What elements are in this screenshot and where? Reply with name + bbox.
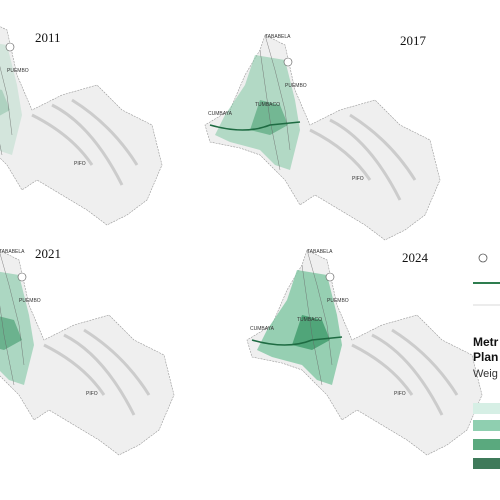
- map-panel: TABABELA PUEMBO PIFO: [0, 249, 175, 456]
- place-label: PIFO: [352, 176, 364, 182]
- place-label: TUMBACO: [297, 317, 322, 323]
- map-panel: PUEMBO PIFO: [0, 19, 163, 226]
- legend-title: Plan: [473, 350, 498, 364]
- place-label: TABABELA: [307, 249, 333, 255]
- legend-swatch: [473, 403, 500, 414]
- year-label: 2021: [35, 246, 61, 261]
- roads: [0, 252, 25, 386]
- year-label: 2017: [400, 33, 427, 48]
- place-label: PIFO: [74, 161, 86, 167]
- terrain: [0, 19, 163, 226]
- legend-title: Metr: [473, 335, 499, 349]
- place-label: TABABELA: [0, 249, 25, 255]
- legend-swatch: [473, 458, 500, 469]
- legend: Metr Plan Weig: [473, 253, 500, 469]
- urban-core: [0, 89, 10, 116]
- airport-icon: [325, 272, 335, 282]
- place-label: PUEMBO: [7, 68, 29, 74]
- metro-line: [209, 121, 301, 131]
- ridges: [43, 328, 151, 416]
- ridges: [309, 113, 417, 201]
- roads: [259, 34, 291, 171]
- place-label: TABABELA: [265, 34, 291, 40]
- roads: [0, 66, 13, 156]
- place-label: PUEMBO: [285, 83, 307, 89]
- airport-icon: [17, 272, 27, 282]
- place-label: CUMBAYA: [250, 326, 275, 332]
- year-label: 2011: [35, 30, 61, 45]
- legend-swatch: [473, 420, 500, 431]
- ridges: [351, 328, 459, 416]
- ridges: [31, 98, 139, 186]
- urban-core: [292, 315, 330, 350]
- legend-subtitle: Weig: [473, 368, 498, 380]
- place-label: PIFO: [86, 391, 98, 397]
- urban-area: [0, 43, 22, 155]
- map-panel: TABABELA PUEMBO TUMBACO CUMBAYA PIFO: [246, 249, 483, 456]
- panels: PUEMBO PIFO TABABELA PUEMBO TUMBACO CUMBAYA PI…: [0, 19, 483, 456]
- place-label: PIFO: [394, 391, 406, 397]
- map-panel: TABABELA PUEMBO TUMBACO CUMBAYA PIFO: [204, 34, 441, 241]
- place-label: CUMBAYA: [208, 111, 233, 117]
- legend-swatch: [473, 439, 500, 450]
- metro-line: [251, 336, 343, 346]
- year-label: 2024: [402, 250, 429, 265]
- roads: [301, 249, 333, 386]
- airport-icon: [5, 42, 15, 52]
- urban-core: [250, 100, 288, 135]
- place-label: PUEMBO: [19, 298, 41, 304]
- airport-icon: [283, 57, 293, 67]
- place-label: TUMBACO: [255, 102, 280, 108]
- airport-icon: [478, 253, 488, 263]
- place-label: PUEMBO: [327, 298, 349, 304]
